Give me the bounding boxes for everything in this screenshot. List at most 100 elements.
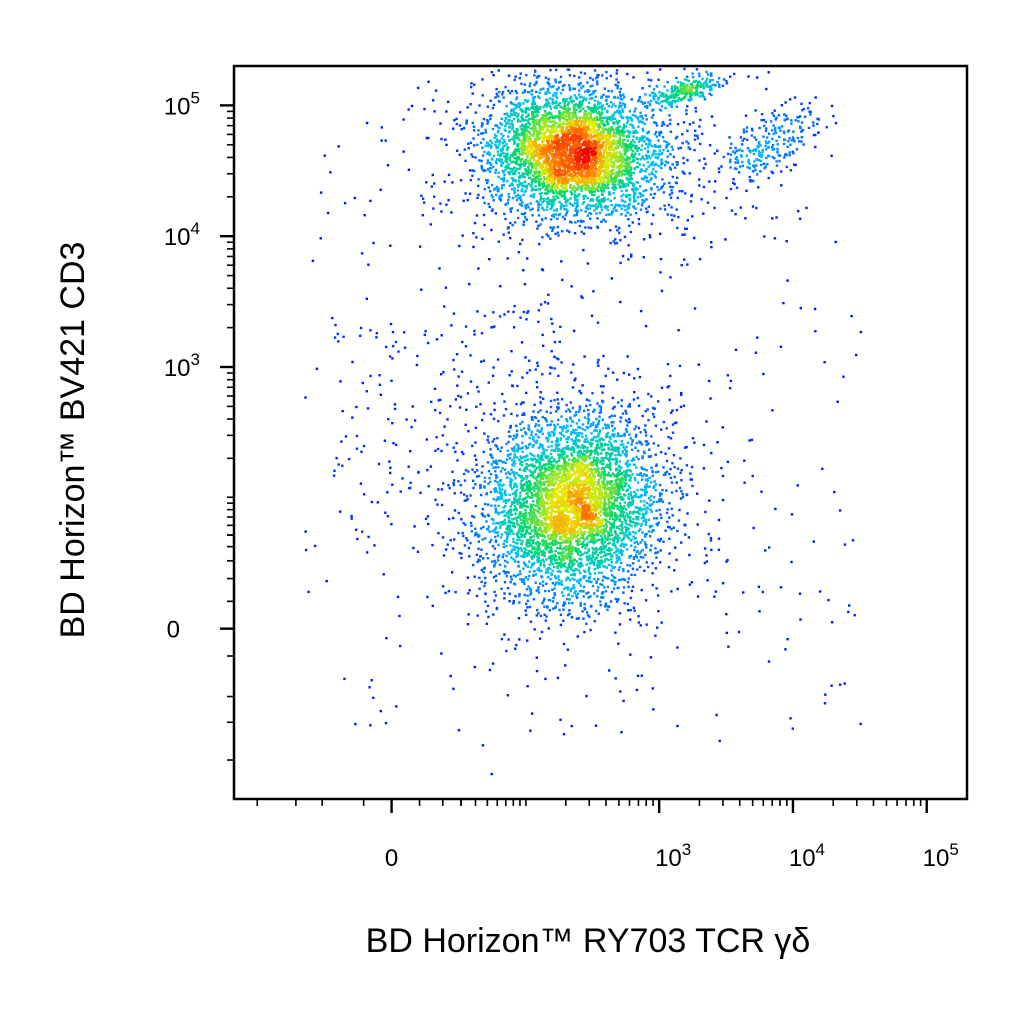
data-point bbox=[502, 414, 506, 417]
data-point bbox=[367, 263, 370, 266]
data-point bbox=[614, 203, 618, 207]
data-point bbox=[491, 196, 494, 199]
data-point bbox=[632, 131, 635, 135]
data-point bbox=[729, 187, 733, 191]
data-point bbox=[637, 404, 641, 407]
data-point bbox=[528, 369, 532, 372]
data-point bbox=[670, 411, 673, 414]
data-point bbox=[671, 218, 674, 222]
data-point bbox=[665, 93, 668, 96]
data-point bbox=[800, 130, 803, 133]
data-point bbox=[505, 442, 508, 446]
data-point bbox=[510, 513, 513, 516]
data-point bbox=[515, 488, 519, 492]
data-point bbox=[591, 437, 594, 441]
data-point bbox=[553, 587, 556, 590]
data-point bbox=[471, 92, 474, 95]
data-point bbox=[489, 146, 493, 149]
data-point bbox=[430, 400, 433, 404]
data-point bbox=[590, 450, 594, 453]
data-point bbox=[576, 209, 579, 212]
data-point bbox=[593, 558, 596, 561]
data-point bbox=[586, 440, 590, 443]
data-point bbox=[520, 484, 523, 487]
data-point bbox=[356, 537, 359, 541]
data-point bbox=[484, 128, 487, 132]
data-point bbox=[580, 295, 583, 298]
data-point bbox=[552, 202, 555, 206]
data-point bbox=[507, 440, 510, 444]
data-point bbox=[452, 687, 455, 690]
data-point bbox=[631, 567, 635, 570]
data-point bbox=[500, 177, 503, 180]
data-point bbox=[565, 200, 568, 204]
data-point bbox=[530, 180, 533, 184]
data-point bbox=[526, 458, 529, 461]
data-point bbox=[606, 605, 610, 608]
data-point bbox=[601, 445, 604, 448]
data-point bbox=[470, 82, 473, 85]
data-point bbox=[490, 71, 493, 74]
data-point bbox=[532, 188, 536, 191]
data-point bbox=[461, 234, 464, 237]
data-point bbox=[521, 238, 524, 242]
data-point bbox=[475, 236, 478, 239]
data-point bbox=[525, 463, 528, 466]
data-point bbox=[638, 512, 641, 516]
data-point bbox=[645, 154, 648, 157]
data-point bbox=[783, 154, 787, 157]
data-point bbox=[563, 98, 566, 101]
data-point bbox=[421, 214, 424, 217]
data-point bbox=[681, 170, 684, 173]
data-point bbox=[505, 574, 509, 578]
data-point bbox=[495, 476, 498, 480]
data-point bbox=[646, 161, 650, 164]
data-point bbox=[501, 497, 504, 500]
data-point bbox=[493, 565, 496, 568]
data-point bbox=[516, 552, 520, 555]
data-point bbox=[625, 116, 628, 119]
data-point bbox=[522, 555, 525, 558]
data-point bbox=[527, 359, 531, 362]
data-point bbox=[537, 556, 540, 559]
data-point bbox=[551, 569, 554, 573]
data-point bbox=[482, 213, 486, 217]
data-point bbox=[654, 552, 657, 555]
data-point bbox=[555, 68, 558, 72]
data-point bbox=[639, 192, 643, 196]
data-point bbox=[654, 567, 658, 570]
data-point bbox=[619, 87, 622, 91]
data-point bbox=[391, 330, 395, 334]
data-point bbox=[631, 156, 635, 159]
data-point bbox=[517, 171, 521, 175]
data-point bbox=[644, 599, 648, 602]
data-point bbox=[375, 332, 378, 335]
data-point bbox=[753, 164, 757, 167]
data-point bbox=[444, 286, 448, 289]
data-point bbox=[480, 125, 483, 128]
data-point bbox=[394, 340, 398, 344]
data-point bbox=[482, 359, 486, 362]
data-point bbox=[500, 150, 503, 153]
data-point bbox=[490, 144, 493, 148]
data-point bbox=[540, 268, 544, 271]
data-point bbox=[633, 609, 636, 612]
data-point bbox=[525, 318, 528, 321]
data-point bbox=[588, 566, 591, 569]
data-point bbox=[506, 526, 509, 529]
data-point bbox=[640, 177, 644, 180]
data-point bbox=[532, 437, 535, 440]
data-point bbox=[477, 390, 480, 393]
data-point bbox=[628, 110, 631, 113]
data-point bbox=[611, 566, 614, 570]
data-point bbox=[732, 150, 735, 153]
data-point bbox=[568, 230, 571, 234]
data-point bbox=[472, 486, 475, 490]
data-point bbox=[491, 127, 495, 131]
data-point bbox=[561, 452, 564, 455]
data-point bbox=[535, 656, 538, 659]
data-point bbox=[542, 397, 545, 400]
data-point bbox=[795, 148, 799, 151]
data-point bbox=[562, 435, 566, 438]
data-point bbox=[797, 120, 800, 123]
